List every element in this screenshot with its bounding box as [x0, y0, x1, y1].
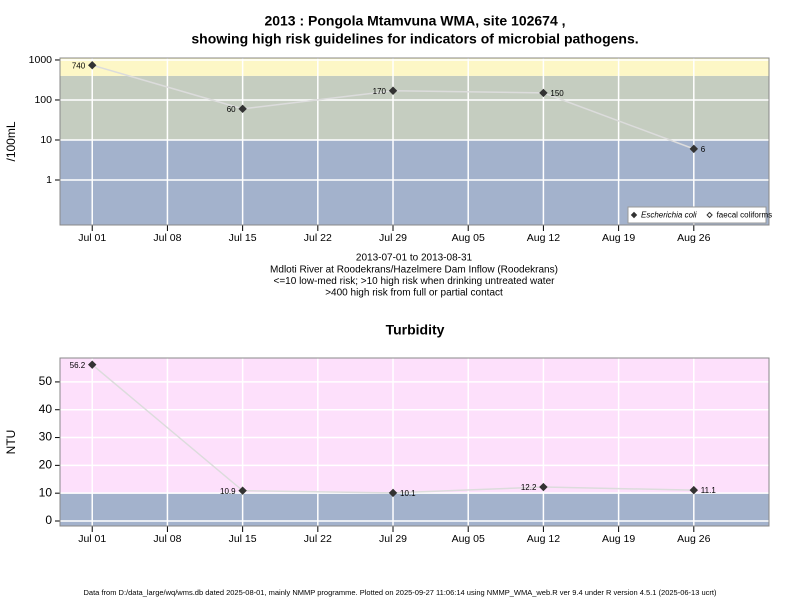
data-point: [689, 144, 699, 154]
risk-band: [60, 75, 769, 140]
data-label: 11.1: [701, 486, 717, 495]
chart-title: showing high risk guidelines for indicat…: [191, 31, 638, 47]
x-tick-label: Jul 15: [229, 533, 257, 545]
legend-box: [627, 206, 767, 224]
x-tick-label: Jul 29: [379, 232, 407, 244]
x-tick-label: Jul 22: [304, 533, 332, 545]
risk-band: [60, 358, 769, 494]
y-tick-label: 40: [39, 402, 53, 416]
annotation: 2013-07-01 to 2013-08-31: [356, 253, 473, 264]
y-tick-label: 30: [39, 430, 53, 444]
x-tick-label: Aug 05: [452, 232, 485, 244]
y-tick-label: 20: [39, 458, 53, 472]
annotation: <=10 low-med risk; >10 high risk when dr…: [274, 276, 556, 287]
y-tick-label: 1000: [29, 54, 53, 66]
x-tick-label: Aug 05: [452, 533, 485, 545]
annotation: Mdloti River at Roodekrans/Hazelmere Dam…: [270, 264, 558, 275]
annotation: >400 high risk from full or partial cont…: [325, 288, 503, 299]
data-label: 740: [72, 61, 86, 70]
legend-symbol: [706, 211, 713, 219]
data-label: 56.2: [70, 361, 86, 370]
data-label: 150: [550, 89, 564, 98]
x-tick-label: Jul 08: [153, 533, 181, 545]
data-label: 12.2: [521, 483, 537, 492]
y-tick-label: 1: [46, 174, 52, 186]
plot-frame: [59, 357, 770, 527]
y-tick-label: 0: [45, 513, 52, 527]
x-tick-label: Aug 12: [527, 533, 560, 545]
legend-label: Escherichia coli: [641, 211, 697, 220]
data-label: 170: [373, 87, 387, 96]
data-point: [88, 360, 97, 369]
data-point: [689, 485, 699, 495]
x-tick-label: Jul 01: [78, 232, 106, 244]
data-label: 60: [227, 105, 236, 114]
y-axis-label: /100mL: [4, 121, 18, 161]
y-tick-label: 10: [40, 134, 52, 146]
x-tick-label: Jul 29: [379, 533, 407, 545]
x-tick-label: Aug 19: [602, 232, 635, 244]
data-point: [238, 486, 247, 495]
data-label: 6: [701, 145, 706, 154]
x-tick-label: Jul 08: [153, 232, 181, 244]
legend-label: faecal coliforms: [717, 211, 773, 220]
plot-frame: [59, 57, 770, 226]
y-tick-label: 50: [39, 374, 53, 388]
data-point: [388, 488, 398, 498]
legend-symbol: [630, 211, 638, 219]
data-point: [388, 86, 398, 95]
chart-title: Turbidity: [386, 322, 445, 338]
x-tick-label: Aug 19: [602, 533, 635, 545]
data-point: [539, 88, 548, 98]
x-tick-label: Jul 22: [304, 232, 332, 244]
x-tick-label: Aug 26: [677, 533, 710, 545]
y-tick-label: 10: [39, 485, 53, 499]
risk-band: [60, 58, 769, 76]
data-point: [88, 60, 97, 70]
x-tick-label: Aug 26: [677, 232, 710, 244]
data-point: [539, 482, 548, 492]
footer: Data from D:/data_large/wq/wms.db dated …: [84, 588, 717, 597]
data-point: [238, 104, 247, 114]
data-label: 10.1: [400, 489, 416, 498]
data-label: 10.9: [220, 487, 236, 496]
x-tick-label: Jul 15: [229, 232, 257, 244]
y-tick-label: 100: [34, 94, 52, 106]
chart-title: 2013 : Pongola Mtamvuna WMA, site 102674…: [264, 13, 565, 29]
y-axis-label: NTU: [4, 430, 18, 455]
x-tick-label: Jul 01: [78, 533, 106, 545]
x-tick-label: Aug 12: [527, 232, 560, 244]
